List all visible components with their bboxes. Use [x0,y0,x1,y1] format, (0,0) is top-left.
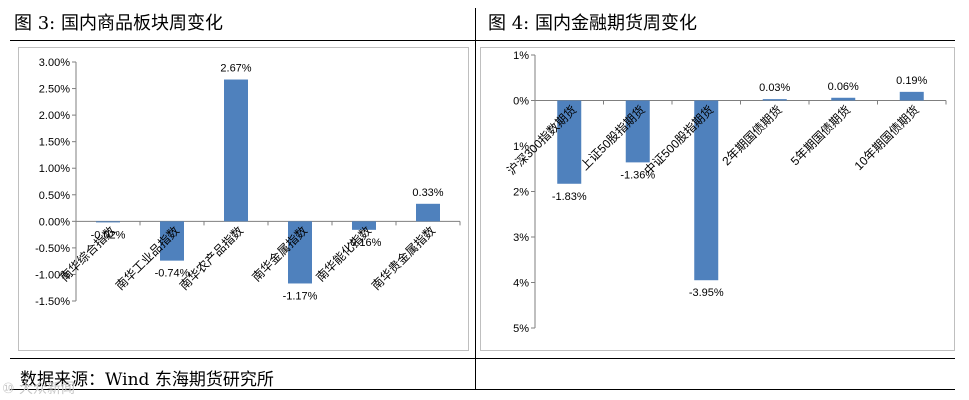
right-value-label: 0.19% [896,75,927,87]
right-y-tick-label: 1% [513,50,529,62]
left-y-tick-label: 2.00% [39,110,70,122]
left-y-tick-label: 1.50% [39,137,70,149]
left-value-label: -0.74% [155,268,190,280]
data-source: 数据来源：Wind 东海期货研究所 [20,370,274,390]
right-figure-title: 图 4: 国内金融期货周变化 [488,13,697,34]
left-y-tick-label: 3.00% [39,57,70,69]
left-y-tick-label: -1.50% [35,296,70,308]
right-bar [762,99,787,101]
right-bar [557,100,582,184]
right-y-tick-label: 0% [513,96,529,108]
left-y-tick-label: -0.50% [35,243,70,255]
left-category-label: 南华贵金属指数 [368,223,438,293]
right-category-label: 5年期国债期货 [787,102,853,168]
left-bar [96,221,120,223]
left-bar [288,221,312,284]
left-category-label: 南华能化指数 [313,223,375,285]
left-y-tick-label: 0.50% [39,190,70,202]
left-value-label: -0.02% [91,229,126,241]
right-y-tick-label: 3% [513,232,529,244]
right-category-label: 10年期国债期货 [851,102,922,173]
right-category-label: 2年期国债期货 [719,102,785,168]
watermark-logo: ⑩ 大众新闻 [2,381,76,397]
right-bar [899,91,924,101]
right-value-label: -1.83% [552,191,587,203]
right-value-label: 0.03% [759,82,790,94]
left-bar [416,203,440,222]
right-bar-chart: 1%0%1%2%3%4%5%-1.83%沪深300指数期货 -1.36%上证50股… [504,50,947,335]
left-bar [224,79,248,222]
right-y-tick-label: 2% [513,187,529,199]
left-value-label: -1.17% [283,290,318,302]
left-value-label: 0.33% [412,187,443,199]
bottom-divider [10,389,955,390]
right-bar [625,100,650,163]
right-bar [694,100,719,281]
left-figure-title: 图 3: 国内商品板块周变化 [14,13,223,34]
right-value-label: -1.36% [620,169,655,181]
left-bar [352,221,376,230]
right-value-label: -3.95% [689,287,724,299]
right-y-tick-label: 4% [513,278,529,290]
left-y-tick-label: 2.50% [39,84,70,96]
right-value-label: 0.06% [828,81,859,93]
right-y-tick-label: 1% [513,141,529,153]
left-y-tick-label: -1.00% [35,269,70,281]
source-top-divider [10,358,955,359]
left-value-label: -0.16% [347,237,382,249]
left-category-label: 南华农产品指数 [176,223,246,293]
left-y-tick-label: 0.00% [39,216,70,228]
left-bar-chart: 3.00% 2.50% 2.00% 1.50% 1.00% 0.50% 0.00% -0.50… [35,57,461,308]
top-divider [10,40,955,41]
right-y-tick-label: 5% [513,323,529,335]
left-bar [160,221,184,261]
left-value-label: 2.67% [220,63,251,75]
left-y-tick-label: 1.00% [39,163,70,175]
center-divider [475,8,476,390]
right-bar [831,97,856,101]
